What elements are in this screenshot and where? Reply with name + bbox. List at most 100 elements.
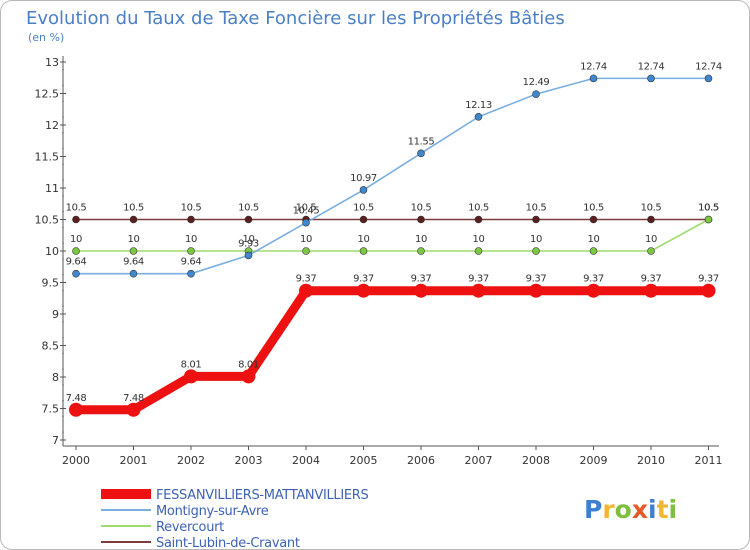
data-label: 9.93 xyxy=(238,238,259,249)
data-label: 7.48 xyxy=(66,393,87,404)
series-saint-lubin-de-cravant xyxy=(72,215,713,224)
data-label: 10.5 xyxy=(641,203,662,214)
data-label: 10.5 xyxy=(238,203,259,214)
y-tick-label: 7.5 xyxy=(42,403,60,416)
data-label: 12.74 xyxy=(580,61,607,72)
x-tick-label: 2006 xyxy=(407,454,435,467)
data-point xyxy=(589,215,598,224)
data-label: 10.45 xyxy=(293,206,320,217)
data-label: 10 xyxy=(473,234,485,245)
data-point xyxy=(187,215,195,224)
x-tick-label: 2000 xyxy=(62,454,90,467)
data-point xyxy=(129,247,138,255)
data-point xyxy=(359,247,368,255)
logo-letter: o xyxy=(615,495,632,524)
data-label: 9.37 xyxy=(468,274,489,285)
data-label: 10 xyxy=(70,234,82,245)
y-tick-label: 8.5 xyxy=(42,340,60,353)
series-line xyxy=(76,218,709,252)
x-tick-label: 2005 xyxy=(350,454,378,467)
data-point xyxy=(241,369,256,384)
x-tick-label: 2011 xyxy=(695,454,723,467)
data-point xyxy=(184,369,198,384)
data-label: 10 xyxy=(128,234,140,245)
logo-letter: i xyxy=(648,495,657,524)
data-label: 10.97 xyxy=(350,173,377,184)
data-point xyxy=(647,247,655,255)
data-point xyxy=(72,247,80,255)
data-label: 10.5 xyxy=(123,203,144,214)
data-point xyxy=(129,269,138,278)
data-label: 12.49 xyxy=(523,77,550,88)
legend-label: Saint-Lubin-de-Cravant xyxy=(156,536,300,550)
data-label: 9.64 xyxy=(181,257,202,268)
data-label: 10 xyxy=(243,234,255,245)
data-point xyxy=(359,215,368,224)
data-point xyxy=(244,215,253,224)
data-label: 10 xyxy=(415,234,427,245)
data-point xyxy=(417,215,425,224)
data-label: 12.74 xyxy=(695,61,722,72)
data-point xyxy=(589,247,598,255)
legend-item: FESSANVILLIERS-MATTANVILLIERS xyxy=(101,488,369,503)
data-label: 10 xyxy=(530,234,542,245)
legend-label: Revercourt xyxy=(156,520,224,535)
data-label: 8.01 xyxy=(238,359,259,370)
data-point xyxy=(589,74,598,83)
data-label: 10.5 xyxy=(468,203,489,214)
data-point xyxy=(129,215,138,224)
data-label: 9.64 xyxy=(66,257,87,268)
logo-text: Proxiti xyxy=(584,495,677,524)
data-point xyxy=(187,247,195,255)
data-label: 10 xyxy=(358,234,370,245)
axes: 7 7.5 8 8.5 9 9.5 10 10.5 11 11.5 12 12.5 13 2000 2001… xyxy=(35,56,723,467)
data-label: 10.5 xyxy=(411,203,432,214)
series-fessanvilliers-mattanvilliers xyxy=(69,283,716,417)
logo-letter: r xyxy=(602,495,615,524)
y-tick-label: 8 xyxy=(52,371,59,384)
legend-item: Saint-Lubin-de-Cravant xyxy=(101,536,300,550)
data-point xyxy=(72,269,80,278)
data-point xyxy=(471,283,486,298)
legend-item: Revercourt xyxy=(101,520,224,535)
data-labels: 10.5 10.5 10.5 10.5 10.5 10.5 10.5 10.5 10.5 10.5… xyxy=(66,61,723,404)
data-point xyxy=(359,186,368,194)
data-label: 9.37 xyxy=(526,274,547,285)
logo-letter: i xyxy=(669,495,678,524)
legend-label: FESSANVILLIERS-MATTANVILLIERS xyxy=(156,488,369,503)
data-point xyxy=(474,113,483,121)
data-point xyxy=(701,283,716,298)
data-label: 10.5 xyxy=(583,203,604,214)
series-line xyxy=(76,286,709,415)
data-label: 10.5 xyxy=(526,203,547,214)
chart-title: Evolution du Taux de Taxe Foncière sur l… xyxy=(26,8,565,29)
logo-letter: x xyxy=(632,495,648,524)
x-tick-label: 2004 xyxy=(292,454,320,467)
y-tick-label: 10.5 xyxy=(35,214,60,227)
data-label: 10.5 xyxy=(353,203,374,214)
legend-label: Montigny-sur-Avre xyxy=(156,504,269,519)
data-label: 10.5 xyxy=(698,203,719,214)
data-point xyxy=(299,283,313,298)
data-point xyxy=(302,218,310,227)
x-tick-label: 2009 xyxy=(580,454,608,467)
chart-subtitle: (en %) xyxy=(28,31,64,44)
data-label: 10 xyxy=(300,234,312,245)
x-tick-label: 2007 xyxy=(465,454,493,467)
data-label: 9.37 xyxy=(698,274,719,285)
data-point xyxy=(704,215,713,224)
data-point xyxy=(586,283,601,298)
x-tick-label: 2002 xyxy=(177,454,205,467)
logo-letter: P xyxy=(584,495,602,524)
data-point xyxy=(529,283,543,298)
data-point xyxy=(414,283,428,298)
data-point xyxy=(356,283,371,298)
data-point xyxy=(532,90,540,98)
data-label: 10 xyxy=(645,234,657,245)
series-layer xyxy=(69,74,716,417)
x-tick-label: 2010 xyxy=(637,454,665,467)
y-tick-label: 9 xyxy=(52,308,59,321)
data-point xyxy=(474,215,483,224)
